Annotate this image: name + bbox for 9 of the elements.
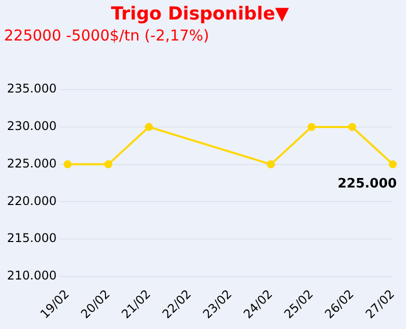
y-tick-label: 210.000 [7, 268, 57, 282]
y-tick-label: 220.000 [7, 194, 57, 208]
y-tick-label: 225.000 [7, 156, 57, 170]
y-tick-label: 215.000 [7, 231, 57, 246]
y-tick-label: 235.000 [7, 82, 57, 96]
annotation: 225.000 [338, 176, 397, 192]
y-tick-label: 230.000 [7, 119, 57, 134]
chart-title: Trigo Disponible▼ [110, 3, 290, 24]
chart-subtitle: 225000 -5000$/tn (-2,17%) [4, 26, 210, 44]
